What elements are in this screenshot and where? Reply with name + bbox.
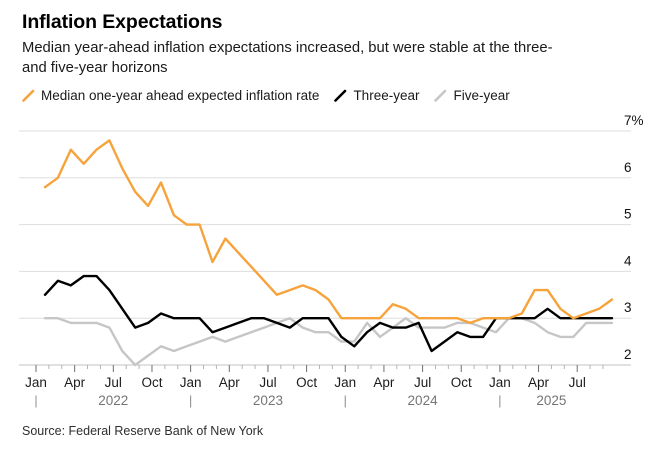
- year-separator: |: [34, 394, 37, 408]
- month-tick-label: Jan: [489, 375, 511, 390]
- year-label: 2025: [536, 393, 566, 408]
- series-lines: [43, 139, 614, 367]
- chart-legend: Median one-year ahead expected inflation…: [22, 88, 648, 103]
- year-separator: |: [344, 394, 347, 408]
- month-tick-label: Jul: [414, 375, 431, 390]
- month-tick-label: Oct: [451, 375, 472, 390]
- month-tick-label: Oct: [141, 375, 162, 390]
- month-tick-label: Jan: [334, 375, 356, 390]
- page-title: Inflation Expectations: [22, 11, 223, 33]
- legend-item-three-year: Three-year: [334, 88, 419, 103]
- month-tick-label: Apr: [373, 375, 395, 390]
- series-line-one-year: [43, 139, 614, 325]
- legend-label: Three-year: [353, 88, 420, 103]
- y-tick-label: 4: [624, 253, 632, 268]
- year-separator: |: [189, 394, 192, 408]
- series-swatch-icon: [434, 89, 447, 102]
- month-tick-label: Apr: [64, 375, 86, 390]
- month-tick-label: Jul: [259, 375, 276, 390]
- y-tick-label: 6: [624, 160, 632, 175]
- month-tick-label: Oct: [296, 375, 317, 390]
- series-swatch-icon: [334, 89, 347, 102]
- subtitle-line-2: and five-year horizons: [22, 60, 168, 76]
- legend-item-five-year: Five-year: [434, 88, 510, 103]
- series-line-five-year: [43, 316, 614, 367]
- chart-subtitle: Median year-ahead inflation expectations…: [22, 38, 648, 78]
- legend-item-one-year: Median one-year ahead expected inflation…: [22, 88, 319, 103]
- year-label: 2023: [253, 393, 283, 408]
- series-line-three-year: [43, 274, 614, 353]
- y-tick-label: 5: [624, 207, 632, 222]
- month-tick-label: Apr: [219, 375, 241, 390]
- series-swatch-icon: [22, 89, 35, 102]
- y-axis-labels: 7% 6 5 4 3 2: [624, 113, 644, 362]
- y-tick-label: 7%: [624, 113, 644, 128]
- month-tick-label: Jul: [569, 375, 586, 390]
- month-tick-label: Jan: [180, 375, 202, 390]
- x-axis: Jan Apr Jul Oct Jan Apr Jul Oct Jan Apr Jul Oct Jan A…: [19, 364, 631, 408]
- month-tick-label: Jul: [105, 375, 122, 390]
- source-note: Source: Federal Reserve Bank of New York: [22, 424, 264, 438]
- subtitle-line-1: Median year-ahead inflation expectations…: [22, 40, 553, 56]
- y-tick-label: 2: [624, 347, 632, 362]
- legend-label: Median one-year ahead expected inflation…: [41, 88, 320, 103]
- month-tick-label: Apr: [528, 375, 550, 390]
- year-label: 2022: [98, 393, 128, 408]
- year-separator: |: [498, 394, 501, 408]
- month-tick-label: Jan: [25, 375, 47, 390]
- chart-plot: 7% 6 5 4 3 2 Jan Apr Jul Oct Jan Apr Jul Oct Jan Apr Jul…: [19, 113, 644, 408]
- legend-label: Five-year: [453, 88, 510, 103]
- year-label: 2024: [408, 393, 439, 408]
- y-tick-label: 3: [624, 300, 632, 315]
